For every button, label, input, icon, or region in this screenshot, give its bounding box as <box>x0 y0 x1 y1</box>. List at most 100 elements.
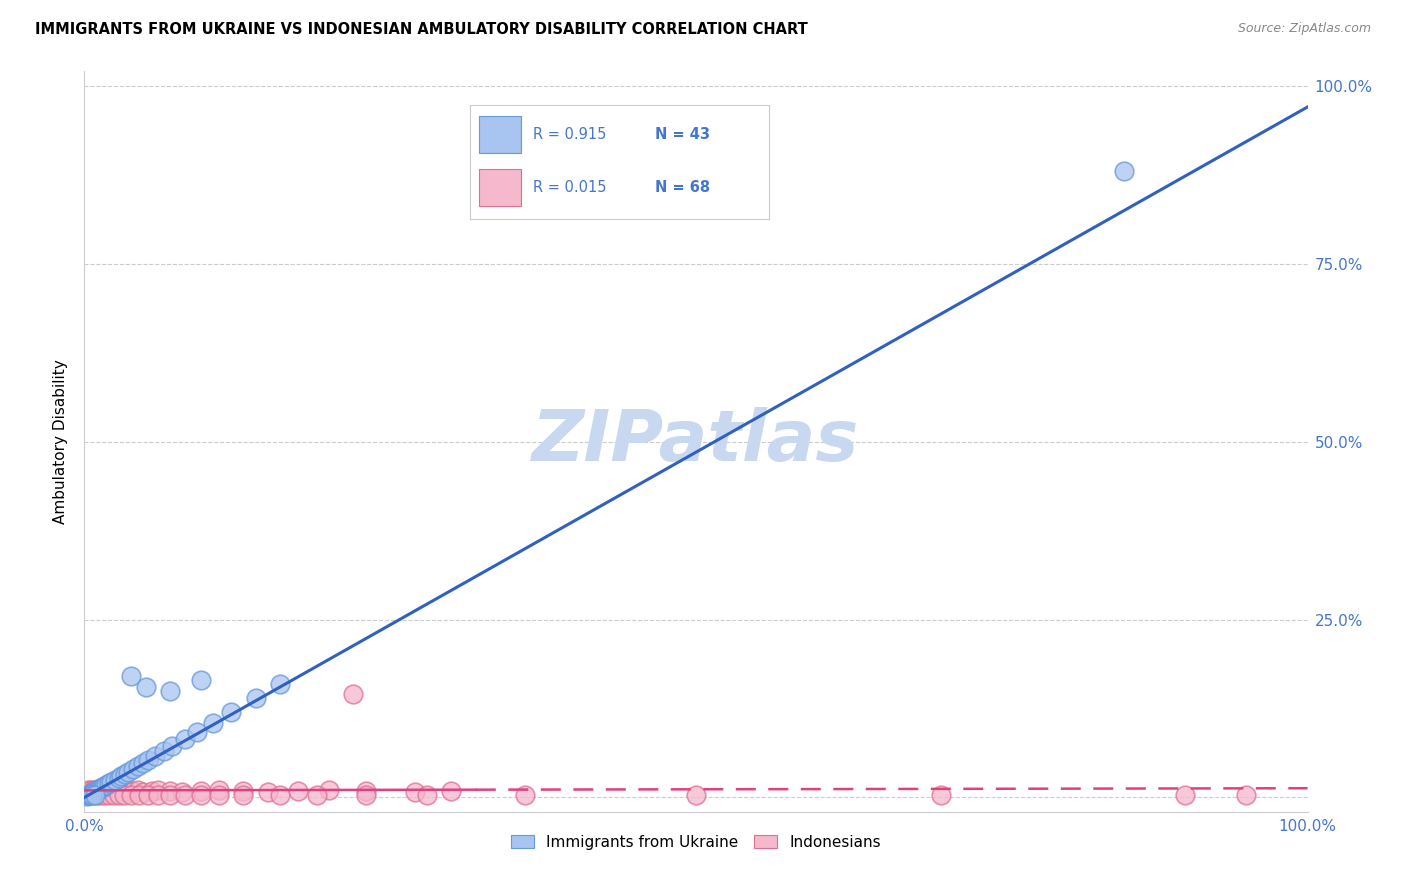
Point <box>79 787 101 801</box>
Point <box>96 783 118 797</box>
Point <box>186 725 208 739</box>
Point <box>269 789 291 803</box>
Point <box>77 789 100 803</box>
Point <box>96 778 118 792</box>
Point <box>107 785 129 799</box>
Point <box>173 789 195 803</box>
Point <box>173 732 195 747</box>
Point <box>86 788 108 802</box>
Point <box>77 784 100 798</box>
Point <box>354 784 377 798</box>
Point <box>79 782 101 797</box>
Y-axis label: Ambulatory Disability: Ambulatory Disability <box>53 359 69 524</box>
Point <box>82 789 104 803</box>
Point <box>87 783 110 797</box>
Point <box>117 785 139 799</box>
Point <box>146 789 169 803</box>
Point <box>245 690 267 705</box>
Point <box>87 782 110 797</box>
Point <box>127 783 149 797</box>
Point <box>269 676 291 690</box>
Point <box>404 785 426 799</box>
Point <box>110 769 132 783</box>
Point <box>136 788 159 802</box>
Point <box>86 783 108 797</box>
Point <box>120 788 142 802</box>
Point <box>153 744 176 758</box>
Point <box>90 780 112 795</box>
Point <box>162 739 184 754</box>
Point <box>146 783 169 797</box>
Point <box>114 783 136 797</box>
Point <box>135 680 157 694</box>
Point <box>77 783 100 797</box>
Legend: Immigrants from Ukraine, Indonesians: Immigrants from Ukraine, Indonesians <box>505 829 887 856</box>
Point <box>201 715 224 730</box>
Point <box>77 789 100 803</box>
Point <box>143 749 166 764</box>
Point <box>91 783 114 797</box>
Point <box>132 785 155 799</box>
Point <box>100 774 122 789</box>
Point <box>104 772 127 787</box>
Point <box>159 784 181 798</box>
Point <box>107 771 129 785</box>
Point <box>132 756 155 771</box>
Point <box>82 785 104 799</box>
Point <box>87 781 110 796</box>
Point <box>513 789 536 803</box>
Point <box>190 784 212 798</box>
Point <box>89 782 111 797</box>
Point <box>305 788 328 802</box>
Point <box>97 776 120 790</box>
Point <box>90 785 112 799</box>
Point <box>112 789 135 803</box>
Point <box>84 783 107 797</box>
Point <box>97 789 120 803</box>
Point <box>128 789 150 803</box>
Point <box>80 786 103 800</box>
Point <box>77 788 100 802</box>
Point <box>107 789 129 803</box>
Point <box>93 784 115 798</box>
Point <box>159 683 181 698</box>
Point <box>103 788 125 802</box>
Point <box>122 784 145 798</box>
Point <box>110 784 132 798</box>
Point <box>232 784 254 798</box>
Point <box>84 784 107 798</box>
Point <box>97 785 120 799</box>
Text: ZIPatlas: ZIPatlas <box>533 407 859 476</box>
Point <box>190 673 212 687</box>
Point <box>440 784 463 798</box>
Point <box>208 789 231 803</box>
Point <box>172 785 194 799</box>
Point <box>1174 788 1197 802</box>
Point <box>83 785 105 799</box>
Point <box>89 781 111 796</box>
Point <box>685 788 707 802</box>
Point <box>114 767 136 781</box>
Point <box>232 788 254 802</box>
Point <box>84 789 107 803</box>
Point <box>104 783 127 797</box>
Point <box>159 788 181 802</box>
Point <box>1236 789 1258 803</box>
Point <box>100 784 122 798</box>
Point <box>257 785 280 799</box>
Point <box>1114 164 1136 178</box>
Point <box>136 754 159 768</box>
Point <box>354 789 377 803</box>
Point <box>141 784 163 798</box>
Point <box>127 759 149 773</box>
Point <box>93 779 115 793</box>
Point <box>83 784 105 798</box>
Point <box>342 687 364 701</box>
Point <box>929 789 952 803</box>
Point <box>80 789 103 803</box>
Point <box>80 785 103 799</box>
Point <box>208 783 231 797</box>
Point <box>122 762 145 776</box>
Point <box>76 789 98 803</box>
Point <box>219 705 242 719</box>
